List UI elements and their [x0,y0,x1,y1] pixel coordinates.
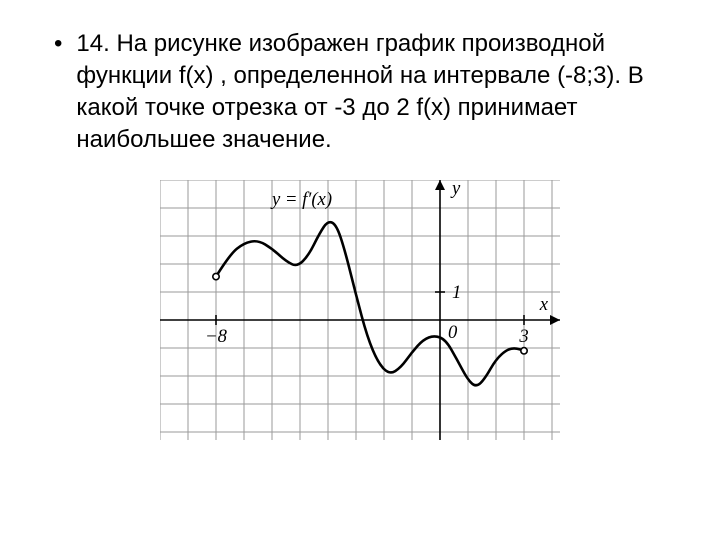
svg-text:0: 0 [448,322,458,343]
problem-block: • 14. На рисунке изображен график произв… [48,28,672,156]
svg-text:−8: −8 [205,326,228,347]
svg-text:y: y [450,180,461,199]
svg-text:1: 1 [452,282,461,303]
svg-text:x: x [539,294,549,315]
bullet-glyph: • [54,28,62,60]
problem-text: 14. На рисунке изображен график производ… [76,28,672,156]
svg-text:y = f′(x): y = f′(x) [270,189,332,210]
slide: • 14. На рисунке изображен график произв… [0,0,720,540]
derivative-chart: y = f′(x) y x 0 1 −8 3 [160,180,560,440]
chart-container: y = f′(x) y x 0 1 −8 3 [48,180,672,445]
svg-text:3: 3 [518,326,528,347]
chart-svg: y = f′(x) y x 0 1 −8 3 [160,180,560,440]
